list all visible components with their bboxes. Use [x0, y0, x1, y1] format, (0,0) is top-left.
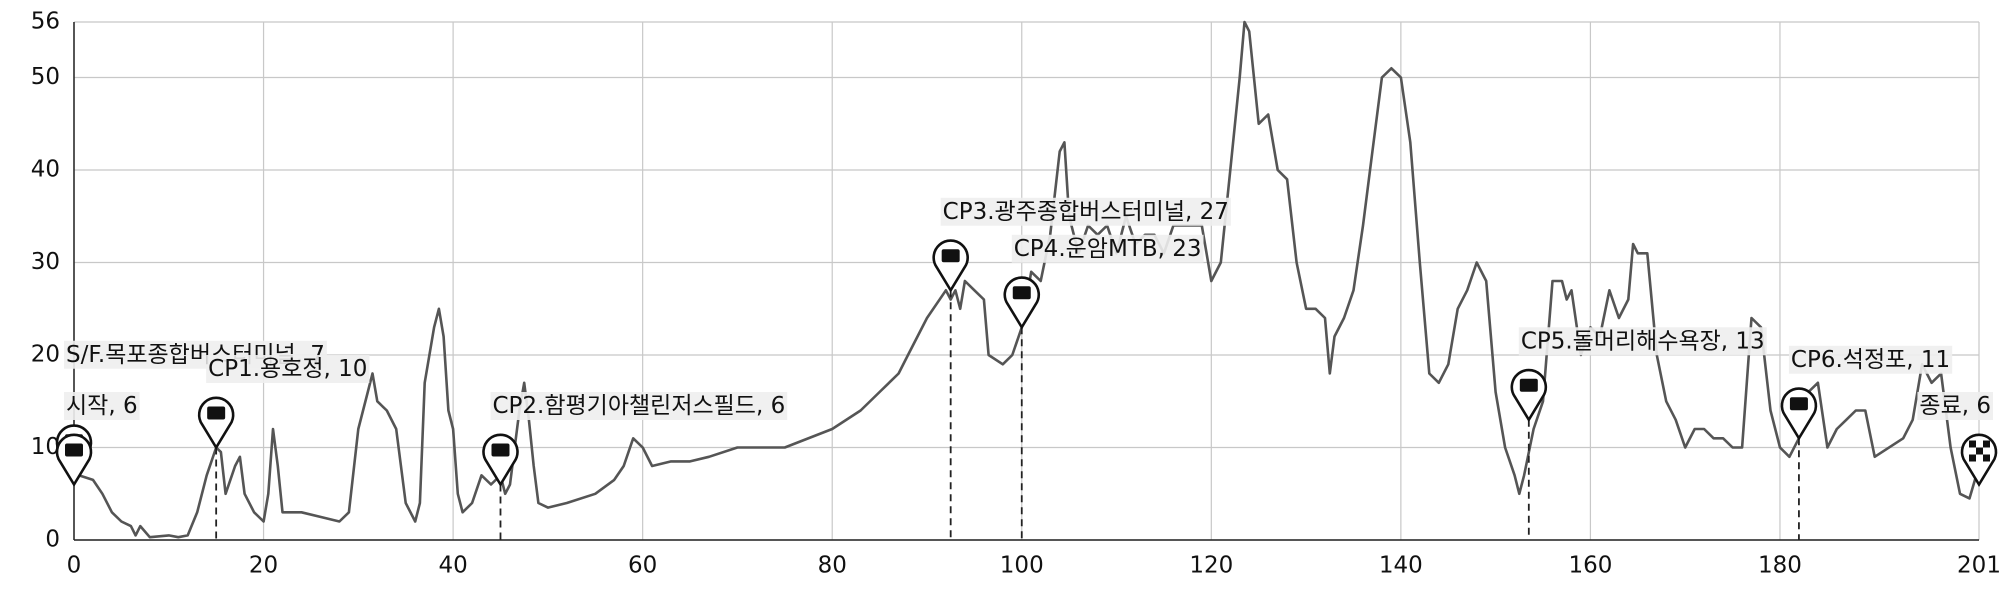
- finish-icon: [1983, 454, 1990, 462]
- x-tick-label: 0: [67, 553, 82, 579]
- checkpoint-label: 시작, 6: [64, 392, 140, 420]
- checkpoint-label: CP4.운암MTB, 23: [1011, 234, 1204, 263]
- checkpoint-pin: [932, 239, 969, 293]
- x-tick-label: 100: [1000, 553, 1044, 579]
- checkpoint-icon: [1789, 397, 1808, 411]
- label-bg: [206, 355, 370, 383]
- finish-icon: [1983, 440, 1990, 448]
- checkpoint-icon: [207, 406, 226, 420]
- checkpoint-label-text: 종료, 6: [1919, 393, 1991, 419]
- y-tick-label: 0: [45, 527, 60, 553]
- label-bg: [1518, 327, 1767, 356]
- x-tick-label: 120: [1189, 553, 1233, 579]
- label-bg: [1788, 345, 1953, 374]
- checkpoint-icon: [1012, 286, 1031, 300]
- y-tick-label: 20: [31, 342, 60, 368]
- checkpoint-label-text: CP5.돌머리해수욕장, 13: [1521, 328, 1765, 354]
- checkpoint-label: CP5.돌머리해수욕장, 13: [1518, 327, 1767, 356]
- checkpoint-icon: [491, 443, 510, 457]
- checkpoint-icon: [941, 249, 960, 263]
- checkpoint-label-text: CP6.석정포, 11: [1791, 347, 1950, 373]
- label-bg: [64, 392, 140, 420]
- label-bg: [490, 392, 788, 420]
- checkpoint-pin: [1003, 276, 1041, 330]
- checkpoint-label: CP2.함평기아챌린저스필드, 6: [490, 392, 788, 420]
- checkpoint-label-text: CP2.함평기아챌린저스필드, 6: [492, 393, 785, 419]
- y-tick-label: 56: [31, 9, 60, 35]
- finish-icon: [1969, 454, 1976, 462]
- checkpoint-label-text: CP1.용호정, 10: [208, 356, 367, 382]
- checkpoint-label-text: 시작, 6: [66, 393, 138, 419]
- checkpoint-pin: [1960, 433, 1998, 488]
- x-tick-label: 140: [1379, 553, 1423, 579]
- x-tick-label: 20: [249, 553, 278, 579]
- checkpoint-pin: [482, 433, 519, 488]
- x-tick-label: 201: [1957, 553, 2001, 579]
- y-tick-label: 30: [31, 249, 60, 275]
- finish-icon: [1976, 447, 1983, 455]
- checkpoint-pin: [1780, 387, 1818, 441]
- x-tick-label: 60: [628, 553, 657, 579]
- checkpoint-label-text: CP4.운암MTB, 23: [1014, 236, 1202, 262]
- label-bg: [940, 197, 1231, 226]
- checkpoint-label: 종료, 6: [1917, 392, 1993, 420]
- checkpoint-icon: [1519, 378, 1538, 392]
- y-tick-label: 50: [31, 64, 60, 90]
- checkpoint-label-text: CP3.광주종합버스터미널, 27: [943, 199, 1229, 225]
- label-bg: [1917, 392, 1993, 420]
- checkpoint-label: CP6.석정포, 11: [1788, 345, 1953, 374]
- checkpoint-label: CP3.광주종합버스터미널, 27: [940, 197, 1231, 226]
- y-tick-label: 10: [31, 434, 60, 460]
- label-bg: [1011, 234, 1204, 263]
- x-tick-label: 180: [1758, 553, 1802, 579]
- x-tick-label: 80: [818, 553, 847, 579]
- checkpoint-icon: [65, 443, 83, 457]
- checkpoint-pin: [197, 396, 235, 451]
- x-tick-label: 160: [1568, 553, 1612, 579]
- y-tick-label: 40: [31, 157, 60, 183]
- x-tick-label: 40: [438, 553, 467, 579]
- checkpoint-pin: [1510, 368, 1548, 423]
- checkpoint-label: CP1.용호정, 10: [206, 355, 370, 383]
- finish-icon: [1969, 440, 1976, 448]
